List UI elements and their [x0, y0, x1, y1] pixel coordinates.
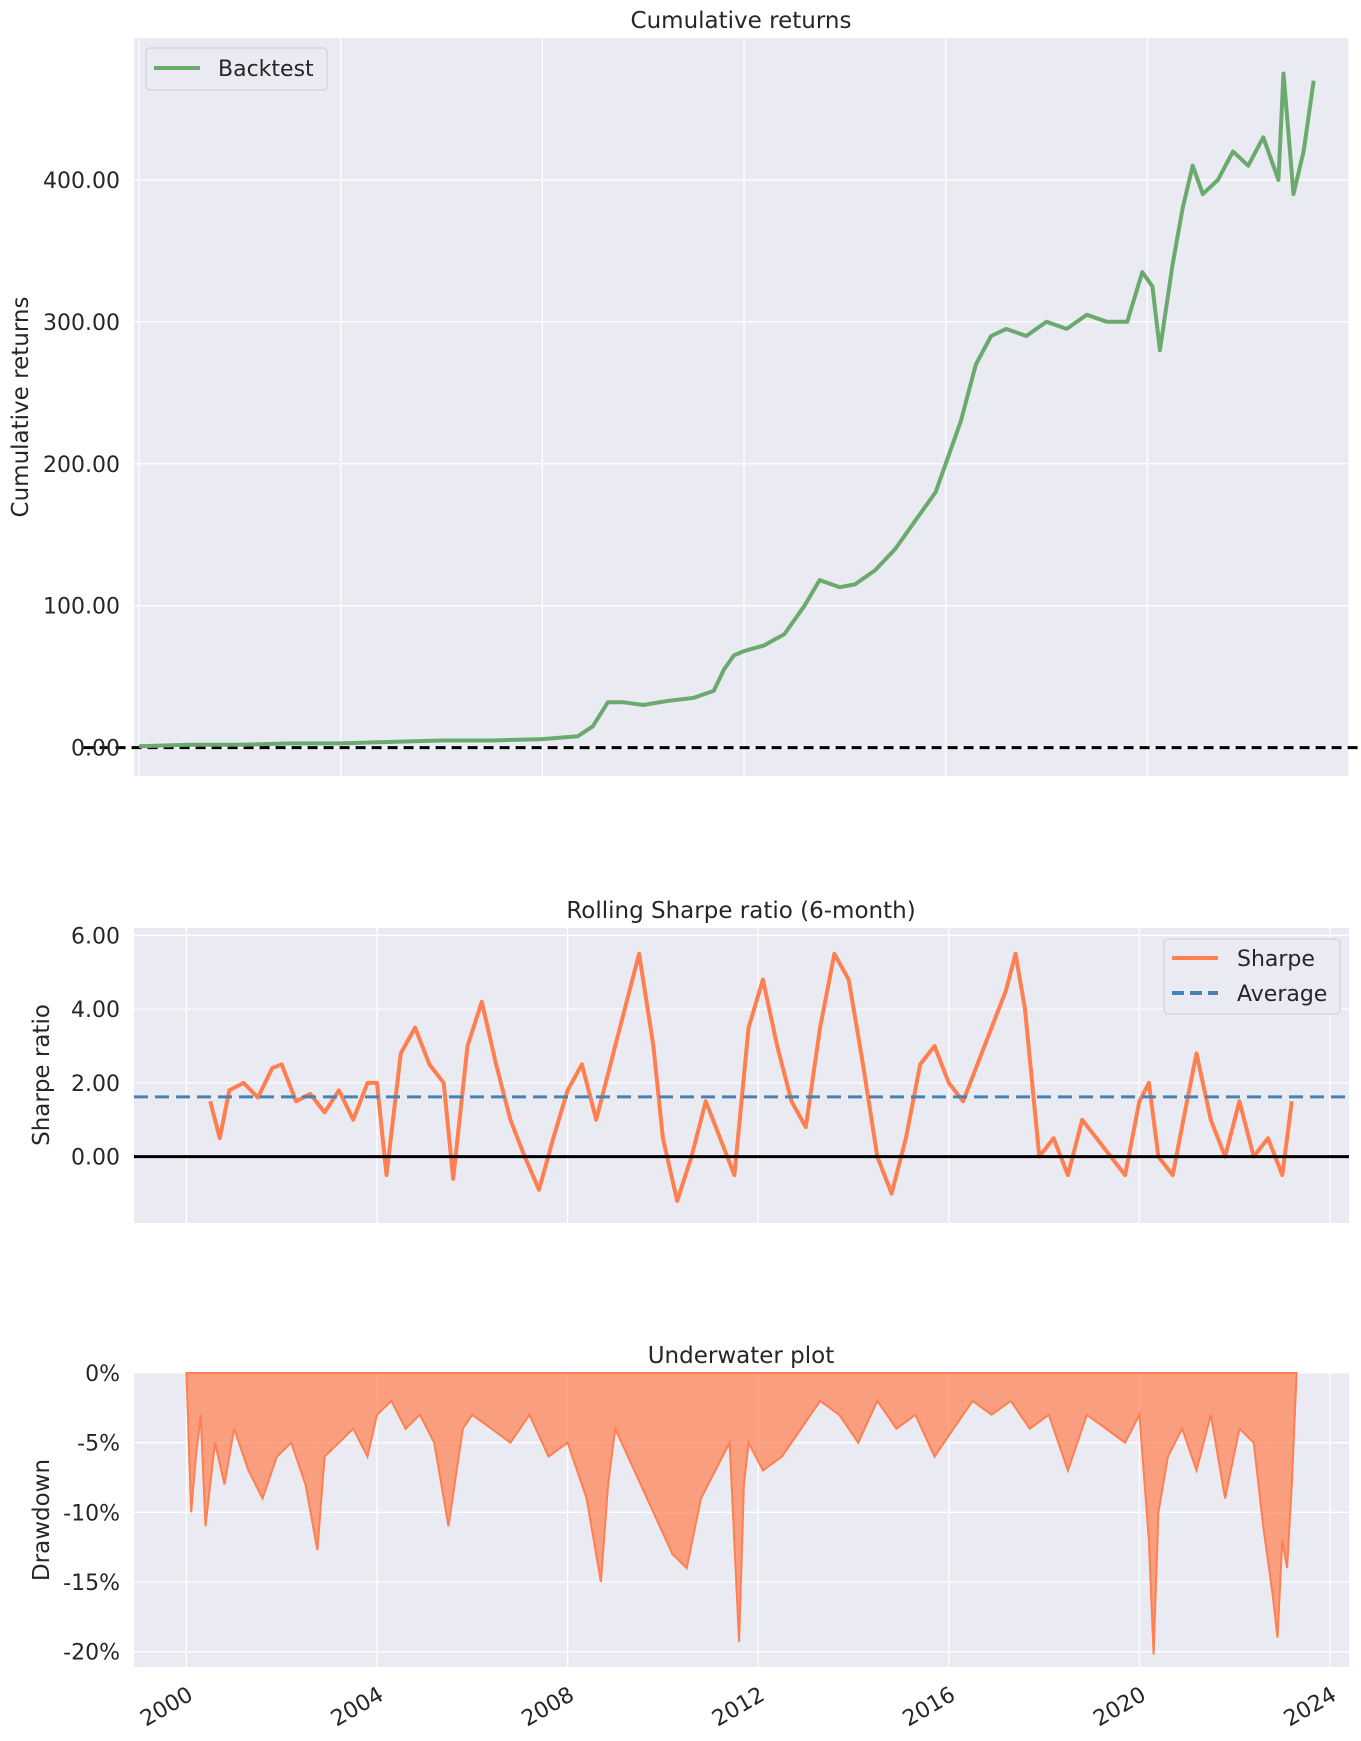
cumulative-returns-panel: 0.00 100.00 200.00 300.00 400.00 Cumulative …: [8, 8, 1361, 776]
legend-label-sharpe: Sharpe: [1237, 947, 1315, 972]
ytick-label: -20%: [63, 1641, 120, 1666]
ytick-label: 300.00: [43, 311, 120, 336]
ytick-label: 0%: [85, 1362, 120, 1387]
ytick-label: -5%: [77, 1432, 120, 1457]
underwater-ylabel: Drawdown: [29, 1459, 55, 1581]
rolling-sharpe-legend: Sharpe Average: [1163, 938, 1341, 1015]
ytick-label: 4.00: [71, 998, 120, 1023]
underwater-title: Underwater plot: [648, 1343, 835, 1369]
rolling-sharpe-title: Rolling Sharpe ratio (6-month): [566, 898, 915, 924]
xtick-label: 2024: [1280, 1682, 1341, 1732]
ytick-label: 0.00: [71, 737, 120, 762]
legend-box: [145, 47, 328, 91]
cumulative-returns-ytick-labels: 0.00 100.00 200.00 300.00 400.00: [43, 169, 120, 762]
ytick-label: -10%: [63, 1501, 120, 1526]
underwater-panel: 0%-5%-10%-15%-20% 2000 2004 2008 2012 2016 20…: [29, 1343, 1349, 1732]
ytick-label: -15%: [63, 1571, 120, 1596]
cumulative-returns-title: Cumulative returns: [631, 8, 852, 34]
ytick-label: 200.00: [43, 453, 120, 478]
xtick-label: 2016: [899, 1682, 960, 1732]
rolling-sharpe-plot-area: [134, 928, 1349, 1223]
drawdown-area: [185, 1372, 1298, 1655]
underwater-ytick-labels: 0% -5% -10% -15% -20%: [63, 1362, 120, 1666]
rolling-sharpe-lines: [134, 951, 1349, 1203]
ytick-label: 0.00: [71, 1146, 120, 1171]
xtick-label: 2004: [327, 1682, 388, 1732]
xtick-label: 2008: [518, 1682, 579, 1732]
underwater-xtick-labels: 2000 2004 2008 2012 2016 2020 2024: [136, 1682, 1341, 1732]
ytick-label: 6.00: [71, 924, 120, 949]
rolling-sharpe-ytick-labels: 0.00 2.00 4.00 6.00: [71, 924, 120, 1170]
ytick-label: 400.00: [43, 169, 120, 194]
xtick-label: 2012: [708, 1682, 769, 1732]
cumulative-returns-ylabel: Cumulative returns: [8, 297, 34, 518]
legend-label-backtest: Backtest: [218, 57, 314, 82]
cumulative-returns-legend: Backtest: [145, 47, 328, 91]
cumulative-returns-plot-area: [134, 38, 1349, 776]
legend-label-average: Average: [1237, 982, 1327, 1007]
cumulative-returns-lines: [138, 71, 1316, 749]
ytick-label: 100.00: [43, 595, 120, 620]
cumulative-returns-grid: [134, 38, 1350, 776]
ytick-label: 2.00: [71, 1072, 120, 1097]
rolling-sharpe-panel: 0.00 2.00 4.00 6.00 Rolling Sharpe ratio (6…: [29, 898, 1349, 1223]
sharpe-line: [208, 951, 1294, 1203]
xtick-label: 2000: [136, 1682, 197, 1732]
backtest-line: [138, 71, 1316, 749]
xtick-label: 2020: [1089, 1682, 1150, 1732]
rolling-sharpe-ylabel: Sharpe ratio: [29, 1004, 55, 1146]
underwater-drawdown-area: [185, 1372, 1298, 1655]
